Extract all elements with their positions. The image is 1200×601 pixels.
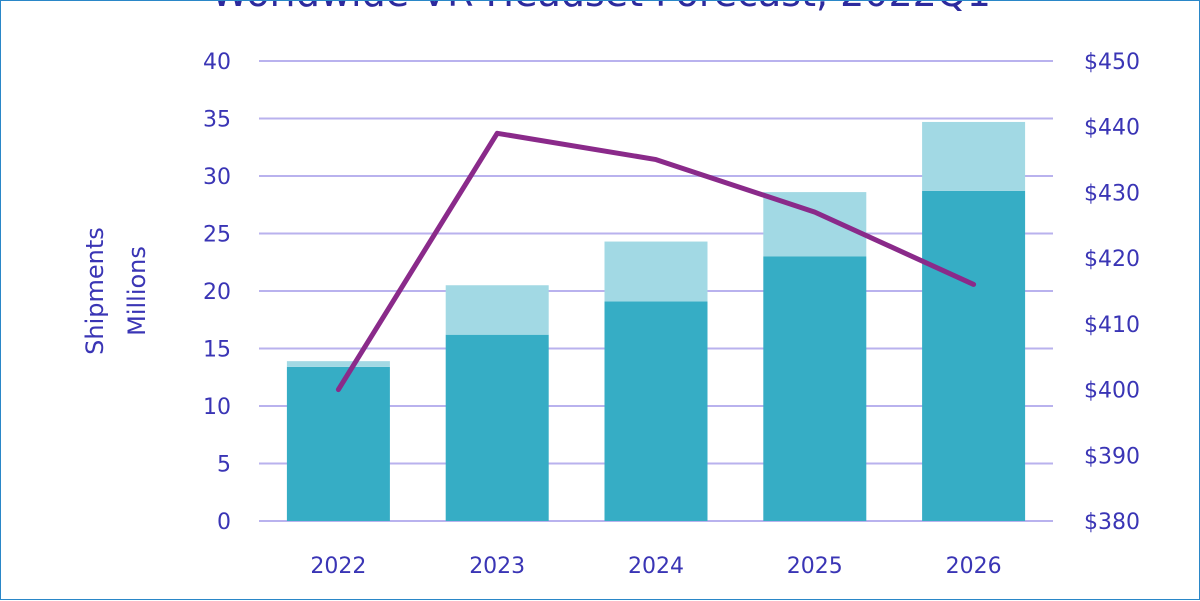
y-tick-3: 15 xyxy=(203,338,231,363)
y-tick-7: 35 xyxy=(203,108,231,133)
y-axis-title-line1: Shipments xyxy=(81,227,109,355)
bar-2022-segment-1 xyxy=(286,366,390,521)
y2-tick-3: $410 xyxy=(1084,313,1140,338)
left-axis-ticks: 0 5 10 15 20 25 30 35 40 xyxy=(203,50,231,535)
y2-tick-1: $390 xyxy=(1084,444,1140,469)
right-axis-ticks: $380 $390 $400 $410 $420 $430 $440 $450 xyxy=(1084,50,1140,535)
y-tick-2: 10 xyxy=(203,395,231,420)
y-tick-5: 25 xyxy=(203,223,231,248)
bar-2023-segment-1 xyxy=(445,334,549,521)
bar-2026-segment-1 xyxy=(922,190,1026,521)
chart-title: Worldwide VR Headset Forecast, 2022Q1 xyxy=(211,1,991,15)
bars xyxy=(286,121,1026,521)
price-line xyxy=(335,130,977,393)
y2-tick-0: $380 xyxy=(1084,510,1140,535)
y2-tick-7: $450 xyxy=(1084,50,1140,75)
y-tick-8: 40 xyxy=(203,50,231,75)
y-tick-4: 20 xyxy=(203,280,231,305)
bar-2024-segment-2 xyxy=(604,241,708,302)
y-tick-1: 5 xyxy=(217,453,231,478)
y2-tick-6: $440 xyxy=(1084,116,1140,141)
y-tick-6: 30 xyxy=(203,165,231,190)
bar-2023-segment-2 xyxy=(445,285,549,335)
x-tick-2024: 2024 xyxy=(628,554,684,579)
x-tick-2023: 2023 xyxy=(469,554,525,579)
x-axis-ticks: 2022 2023 2024 2025 2026 xyxy=(310,554,1001,579)
price-line-layer xyxy=(335,130,977,393)
bar-2025-segment-1 xyxy=(763,256,867,521)
y2-tick-2: $400 xyxy=(1084,379,1140,404)
x-tick-2026: 2026 xyxy=(946,554,1002,579)
bar-2026-segment-2 xyxy=(922,121,1026,191)
bar-2024-segment-1 xyxy=(604,301,708,521)
x-tick-2025: 2025 xyxy=(787,554,843,579)
bar-2022-segment-2 xyxy=(286,361,390,367)
y-axis-title-line2: Millions xyxy=(123,246,151,336)
y-axis-title: Shipments Millions xyxy=(81,227,151,355)
y2-tick-4: $420 xyxy=(1084,247,1140,272)
y-tick-0: 0 xyxy=(217,510,231,535)
x-tick-2022: 2022 xyxy=(310,554,366,579)
y2-tick-5: $430 xyxy=(1084,181,1140,206)
